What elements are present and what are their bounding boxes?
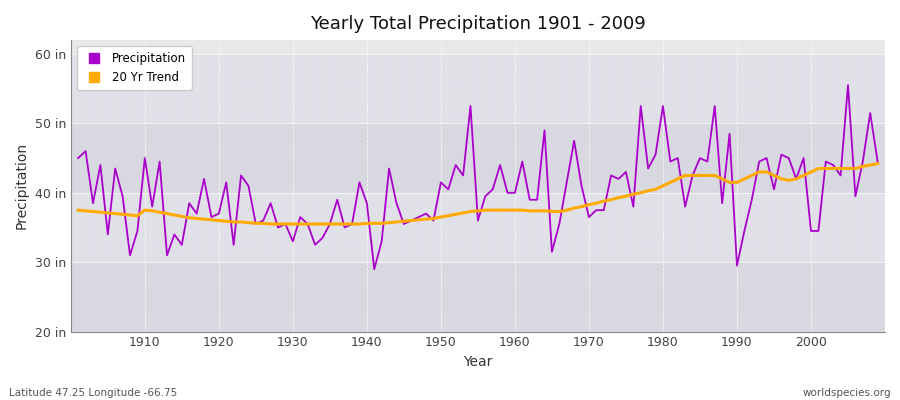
Text: Latitude 47.25 Longitude -66.75: Latitude 47.25 Longitude -66.75: [9, 388, 177, 398]
Bar: [71, 262, 885, 332]
Bar: [71, 54, 885, 123]
Title: Yearly Total Precipitation 1901 - 2009: Yearly Total Precipitation 1901 - 2009: [310, 15, 646, 33]
X-axis label: Year: Year: [464, 355, 492, 369]
Text: worldspecies.org: worldspecies.org: [803, 388, 891, 398]
Bar: [71, 123, 885, 193]
Bar: [71, 193, 885, 262]
Y-axis label: Precipitation: Precipitation: [15, 142, 29, 230]
Legend: Precipitation, 20 Yr Trend: Precipitation, 20 Yr Trend: [76, 46, 192, 90]
